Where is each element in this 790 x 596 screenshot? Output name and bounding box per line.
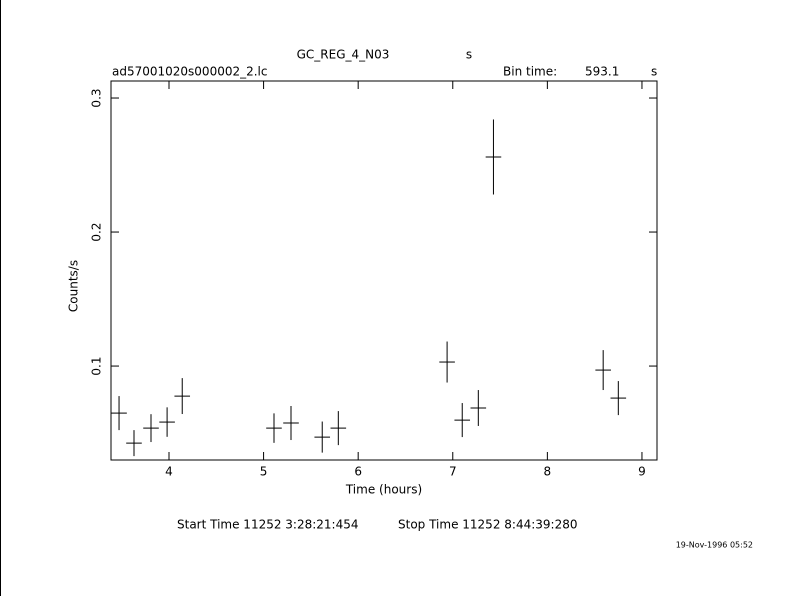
x-axis-label: Time (hours) [345, 483, 422, 497]
x-tick-label: 7 [449, 465, 457, 479]
bin-time-label: Bin time: [503, 65, 557, 79]
start-time: Start Time 11252 3:28:21:454 [177, 518, 359, 532]
stop-time: Stop Time 11252 8:44:39:280 [398, 518, 577, 532]
y-tick-label: 0.3 [90, 88, 104, 107]
subtitle: ad57001020s000002_2.lc [112, 65, 268, 79]
y-axis-label: Counts/s [67, 260, 81, 312]
timestamp: 19-Nov-1996 05:52 [676, 541, 753, 550]
x-tick-label: 8 [544, 465, 552, 479]
plot-frame [110, 80, 658, 461]
x-tick-label: 4 [165, 465, 173, 479]
y-tick-label: 0.2 [90, 222, 104, 241]
x-tick-label: 9 [638, 465, 646, 479]
title-unit: s [466, 48, 472, 62]
chart-title: GC_REG_4_N03 [297, 48, 390, 62]
x-tick-label: 6 [354, 465, 362, 479]
x-tick-label: 5 [260, 465, 268, 479]
bin-time: 593.1 [585, 65, 619, 79]
y-tick-label: 0.1 [90, 357, 104, 376]
bin-time-unit: s [651, 65, 657, 79]
